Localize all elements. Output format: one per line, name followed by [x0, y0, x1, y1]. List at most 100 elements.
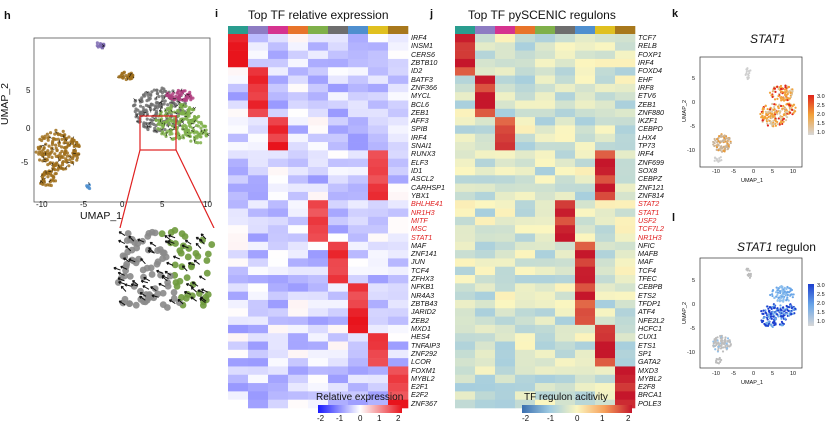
umap-cell	[172, 120, 177, 125]
heatmap-cell	[348, 316, 369, 326]
gene-label: E2F1	[411, 382, 429, 392]
zoom-velocity-arrow	[137, 238, 145, 243]
heatmap-cell	[328, 341, 349, 351]
heatmap-cell	[535, 208, 556, 218]
heatmap-cell	[368, 191, 389, 201]
gene-label: ATF4	[638, 307, 656, 317]
umap-cell	[780, 309, 783, 312]
zoom-cell	[178, 230, 186, 238]
heatmap-cell	[388, 308, 409, 317]
umap-cell	[744, 73, 747, 76]
umap-cell	[745, 70, 748, 73]
gene-label: NR1H3	[638, 232, 662, 242]
velocity-arrow	[72, 162, 75, 166]
heatmap-cell	[368, 308, 389, 317]
umap-cell	[72, 144, 76, 149]
panel-k-legend-label: 1.0	[817, 130, 825, 136]
umap-cell	[716, 339, 719, 342]
umap-cell	[786, 285, 789, 289]
umap-cell	[773, 111, 776, 114]
umap-cell	[77, 143, 81, 147]
heatmap-cell	[535, 117, 556, 126]
umap-cell	[57, 154, 61, 158]
umap-cell	[61, 129, 65, 134]
heatmap-cell	[515, 275, 536, 284]
heatmap-cell	[555, 358, 576, 367]
umap-cell	[770, 323, 773, 326]
gene-label: ID2	[411, 66, 423, 76]
umap-cell	[771, 289, 775, 292]
heatmap-cell	[535, 108, 556, 118]
umap-cell	[774, 124, 777, 127]
umap-cell	[789, 111, 792, 114]
heatmap-cell	[368, 324, 389, 334]
zoom-velocity-arrow	[199, 238, 205, 245]
heatmap-cell	[348, 158, 369, 168]
zoom-velocity-arrow	[167, 240, 175, 244]
umap-cell	[59, 155, 63, 159]
heatmap-cell	[615, 150, 636, 159]
heatmap-cell	[515, 83, 536, 93]
heatmap-cell	[288, 291, 309, 301]
heatmap-cell	[455, 67, 476, 76]
zoom-velocity-arrowhead	[150, 286, 154, 290]
gene-label: CEBPZ	[638, 174, 662, 184]
heatmap-cell	[555, 391, 576, 400]
heatmap-cell	[535, 341, 556, 351]
heatmap-cell	[495, 275, 516, 284]
umap-cell	[721, 350, 725, 353]
umap-cell	[64, 149, 68, 153]
heatmap-cell	[388, 142, 409, 151]
umap-cell	[720, 145, 723, 148]
gene-label: STAT2	[638, 199, 660, 209]
heatmap-cell	[288, 150, 309, 159]
heatmap-cell	[495, 158, 516, 168]
umap-cell	[771, 305, 774, 309]
heatmap-cell	[328, 216, 349, 226]
heatmap-cell	[555, 142, 576, 151]
umap-cell	[144, 108, 148, 112]
heatmap-cell	[555, 100, 576, 110]
umap-cell	[716, 336, 719, 339]
heatmap-cell	[368, 341, 389, 351]
heatmap-cell	[308, 50, 329, 60]
heatmap-cell	[228, 58, 249, 68]
panel-i-legend-tick: 1	[377, 414, 382, 423]
heatmap-cell	[368, 333, 389, 342]
heatmap-cell	[288, 42, 309, 51]
heatmap-cell	[575, 266, 596, 276]
umap-cell	[723, 134, 726, 137]
heatmap-cell	[328, 75, 349, 85]
heatmap-cell	[515, 358, 536, 367]
gene-label: ETS2	[638, 290, 656, 300]
heatmap-cell	[475, 42, 496, 51]
heatmap-cell	[248, 208, 269, 218]
umap-cell	[715, 146, 719, 149]
zoom-velocity-arrowhead	[166, 261, 170, 265]
panel-k-xlabel: UMAP_1	[741, 178, 764, 184]
zoom-velocity-arrowhead	[168, 234, 172, 238]
heatmap-cell	[328, 142, 349, 151]
heatmap-cell	[388, 183, 409, 193]
heatmap-cell	[228, 83, 249, 93]
umap-cell	[723, 150, 726, 153]
zoom-velocity-arrowhead	[168, 299, 172, 303]
heatmap-cell	[535, 299, 556, 309]
heatmap-cell	[288, 283, 309, 292]
umap-cell	[168, 132, 172, 136]
heatmap-cell	[475, 299, 496, 309]
umap-cell	[786, 110, 789, 114]
umap-cell	[789, 106, 792, 109]
gene-label: MITF	[411, 215, 428, 225]
heatmap-cell	[348, 200, 369, 209]
heatmap-cell	[328, 283, 349, 292]
heatmap-cell	[575, 374, 596, 384]
heatmap-cell	[555, 399, 576, 409]
panel-i-legend-tick: 2	[396, 414, 401, 423]
heatmap-cell	[515, 366, 536, 376]
heatmap-cell	[615, 333, 636, 342]
gene-label: MYCL	[411, 91, 431, 101]
gene-label: STAT1	[411, 232, 433, 242]
umap-cell	[777, 315, 780, 318]
umap-cell	[723, 136, 726, 140]
